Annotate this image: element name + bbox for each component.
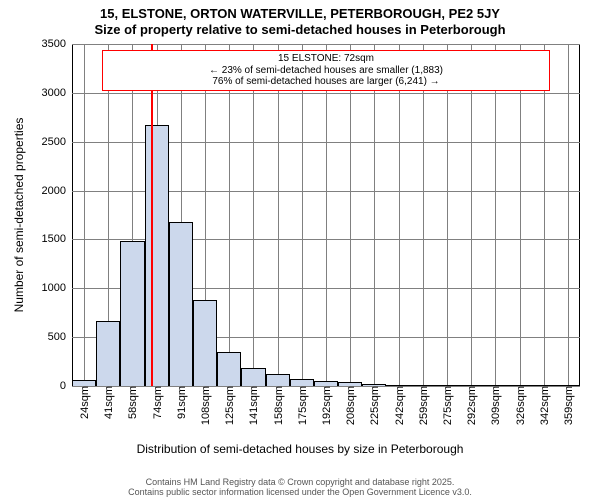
- x-axis-label: Distribution of semi-detached houses by …: [0, 442, 600, 456]
- histogram-bar: [217, 352, 241, 386]
- y-tick-label: 500: [48, 331, 66, 343]
- y-tick-label: 3000: [42, 87, 66, 99]
- x-tick-label: 242sqm: [394, 386, 406, 425]
- x-tick-label: 326sqm: [515, 386, 527, 425]
- x-tick-label: 275sqm: [442, 386, 454, 425]
- reference-line: [151, 44, 153, 386]
- histogram-bar: [338, 382, 362, 386]
- histogram-bar: [556, 385, 580, 386]
- annotation-line: 15 ELSTONE: 72sqm: [107, 53, 545, 65]
- x-tick-label: 74sqm: [152, 386, 164, 419]
- x-tick-label: 208sqm: [345, 386, 357, 425]
- histogram-bar: [435, 385, 459, 386]
- histogram-bar: [507, 385, 531, 386]
- y-tick-label: 1500: [42, 233, 66, 245]
- x-tick-label: 91sqm: [176, 386, 188, 419]
- histogram-bar: [290, 379, 314, 386]
- histogram-bar: [411, 385, 435, 386]
- y-tick-label: 2000: [42, 185, 66, 197]
- y-tick-label: 1000: [42, 282, 66, 294]
- x-tick-label: 192sqm: [321, 386, 333, 425]
- histogram-bar: [193, 300, 217, 386]
- x-tick-label: 359sqm: [563, 386, 575, 425]
- histogram-bar: [266, 374, 290, 386]
- histogram-bar: [72, 380, 96, 386]
- x-tick-label: 158sqm: [273, 386, 285, 425]
- x-tick-label: 342sqm: [539, 386, 551, 425]
- x-tick-label: 41sqm: [103, 386, 115, 419]
- annotation-box: 15 ELSTONE: 72sqm← 23% of semi-detached …: [102, 50, 550, 91]
- y-tick-label: 3500: [42, 38, 66, 50]
- x-tick-label: 225sqm: [370, 386, 382, 425]
- title-line-2: Size of property relative to semi-detach…: [0, 22, 600, 38]
- x-tick-label: 58sqm: [128, 386, 140, 419]
- footer-attribution: Contains HM Land Registry data © Crown c…: [0, 478, 600, 498]
- histogram-bar: [386, 385, 410, 386]
- histogram-bar: [314, 381, 338, 386]
- footer-line-2: Contains public sector information licen…: [0, 488, 600, 498]
- x-tick-label: 108sqm: [200, 386, 212, 425]
- annotation-line: 76% of semi-detached houses are larger (…: [107, 76, 545, 88]
- annotation-line: ← 23% of semi-detached houses are smalle…: [107, 65, 545, 77]
- title-block: 15, ELSTONE, ORTON WATERVILLE, PETERBORO…: [0, 0, 600, 37]
- title-line-1: 15, ELSTONE, ORTON WATERVILLE, PETERBORO…: [0, 6, 600, 22]
- histogram-bar: [241, 368, 265, 386]
- plot-area: 050010001500200025003000350024sqm41sqm58…: [72, 44, 580, 386]
- chart-container: 15, ELSTONE, ORTON WATERVILLE, PETERBORO…: [0, 0, 600, 500]
- x-tick-label: 259sqm: [418, 386, 430, 425]
- y-axis-label: Number of semi-detached properties: [12, 118, 26, 313]
- histogram-bar: [96, 321, 120, 386]
- histogram-bar: [120, 241, 144, 386]
- histogram-bar: [169, 222, 193, 386]
- x-tick-label: 141sqm: [249, 386, 261, 425]
- x-tick-label: 125sqm: [224, 386, 236, 425]
- histogram-bar: [532, 385, 556, 386]
- histogram-bar: [459, 385, 483, 386]
- histogram-bar: [145, 125, 169, 386]
- x-tick-label: 292sqm: [466, 386, 478, 425]
- histogram-bar: [483, 385, 507, 386]
- x-tick-label: 309sqm: [491, 386, 503, 425]
- x-tick-label: 175sqm: [297, 386, 309, 425]
- y-tick-label: 0: [60, 380, 66, 392]
- y-tick-label: 2500: [42, 136, 66, 148]
- x-tick-label: 24sqm: [79, 386, 91, 419]
- histogram-bar: [362, 384, 386, 386]
